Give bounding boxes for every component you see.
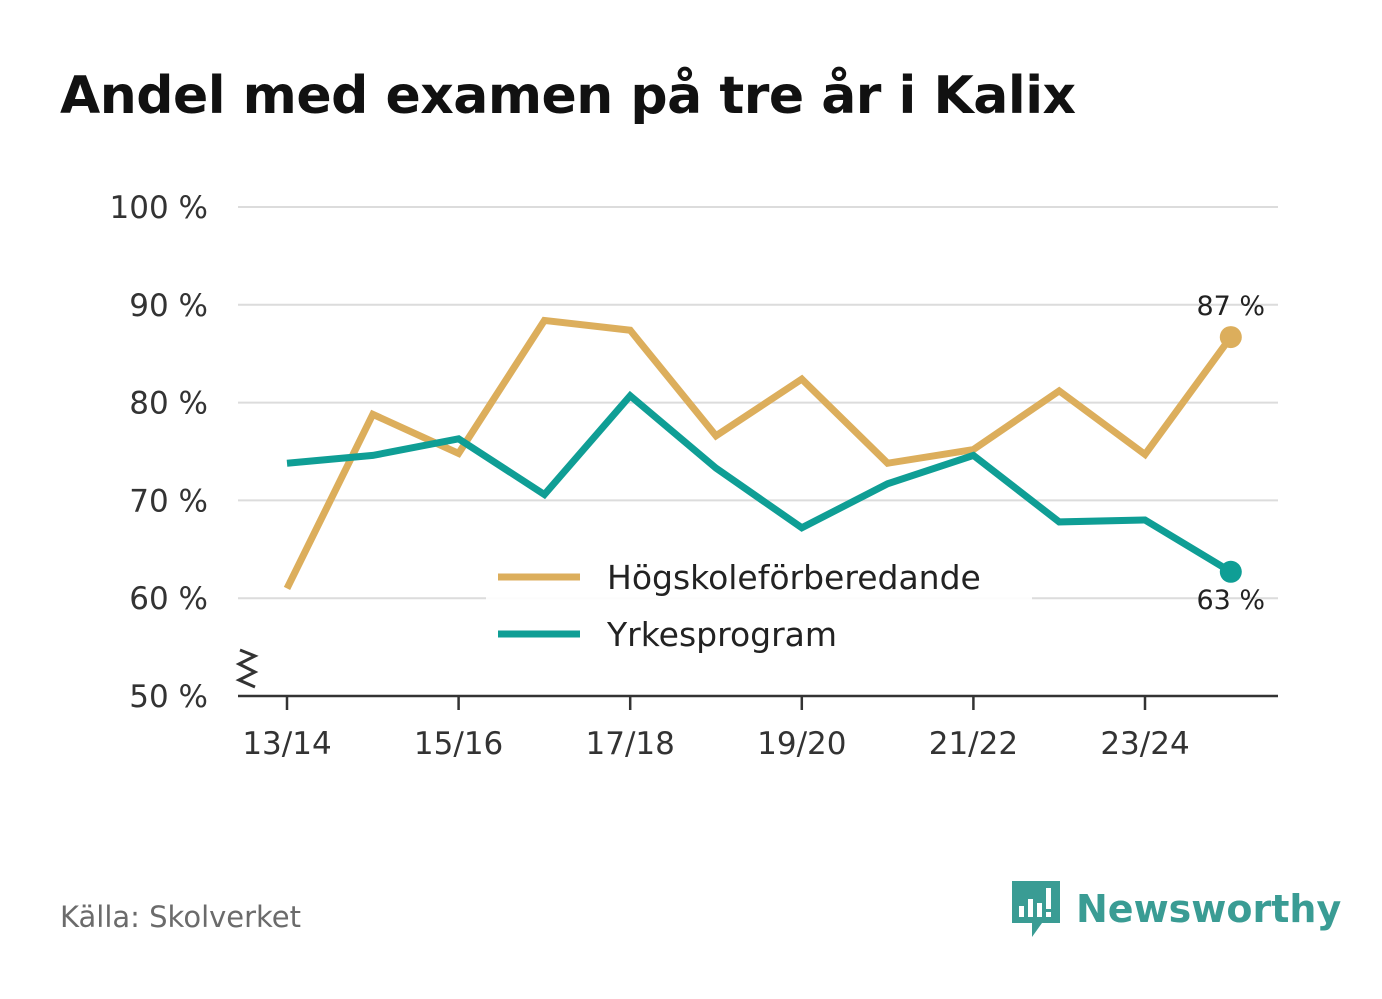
legend: Högskoleförberedande Yrkesprogram (486, 540, 1032, 665)
newsworthy-logo-icon (1012, 881, 1060, 937)
end-value-label: 63 % (1196, 585, 1265, 616)
x-tick-label: 17/18 (586, 726, 675, 762)
x-tick-label: 21/22 (929, 726, 1018, 762)
brand-name: Newsworthy (1076, 887, 1342, 931)
legend-label: Högskoleförberedande (607, 558, 981, 597)
source-note: Källa: Skolverket (60, 900, 302, 934)
legend-label: Yrkesprogram (606, 615, 837, 654)
end-value-label: 87 % (1196, 291, 1265, 322)
y-axis-break-icon (235, 648, 259, 689)
x-tick-label: 23/24 (1100, 726, 1189, 762)
series-line-hogskoleforberedande (283, 316, 1234, 590)
end-labels: 87 % 63 % (1196, 291, 1265, 616)
x-tick-label: 19/20 (757, 726, 846, 762)
y-tick-label: 60 % (129, 581, 208, 617)
x-tick-label: 13/14 (242, 726, 331, 762)
y-tick-label: 90 % (129, 288, 208, 324)
y-tick-label: 70 % (129, 483, 208, 519)
y-tick-label: 80 % (129, 386, 208, 422)
end-point (1219, 326, 1242, 349)
series-lines (283, 316, 1242, 590)
series-line-yrkesprogram (286, 390, 1233, 575)
y-tick-label: 50 % (129, 679, 208, 715)
brand-logo: Newsworthy (1010, 878, 1341, 940)
x-tick-label: 15/16 (414, 726, 503, 762)
y-axis-ticks: 50 % 60 % 70 % 80 % 90 % 100 % (110, 190, 208, 715)
legend-background (486, 540, 1032, 665)
chart-title: Andel med examen på tre år i Kalix (60, 66, 1076, 126)
end-point (1219, 560, 1242, 583)
y-tick-label: 100 % (110, 190, 208, 226)
gridlines (238, 206, 1278, 600)
x-axis: 13/14 15/16 17/18 19/20 21/22 23/24 (238, 694, 1278, 762)
